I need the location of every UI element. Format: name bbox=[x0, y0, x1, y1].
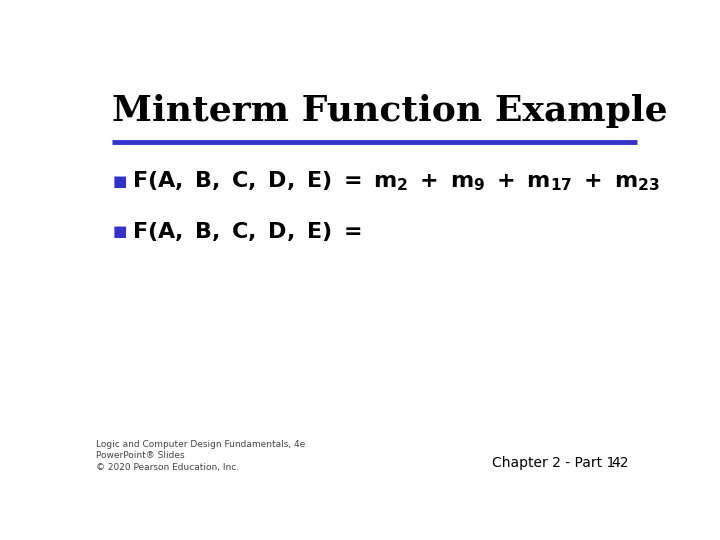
Text: Minterm Function Example: Minterm Function Example bbox=[112, 94, 668, 128]
Text: 42: 42 bbox=[612, 456, 629, 470]
Text: $\mathbf{F(A,\ B,\ C,\ D,\ E)\ =\ m_{2}\ +\ m_{9}\ +\ m_{17}\ +\ m_{23}}$: $\mathbf{F(A,\ B,\ C,\ D,\ E)\ =\ m_{2}\… bbox=[132, 170, 660, 193]
Text: $\mathbf{F(A,\ B,\ C,\ D,\ E)\ =}$: $\mathbf{F(A,\ B,\ C,\ D,\ E)\ =}$ bbox=[132, 220, 361, 242]
Text: Chapter 2 - Part 1: Chapter 2 - Part 1 bbox=[492, 456, 615, 470]
Text: ■: ■ bbox=[112, 224, 127, 239]
Text: ■: ■ bbox=[112, 174, 127, 188]
Text: Logic and Computer Design Fundamentals, 4e
PowerPoint® Slides
© 2020 Pearson Edu: Logic and Computer Design Fundamentals, … bbox=[96, 440, 305, 472]
